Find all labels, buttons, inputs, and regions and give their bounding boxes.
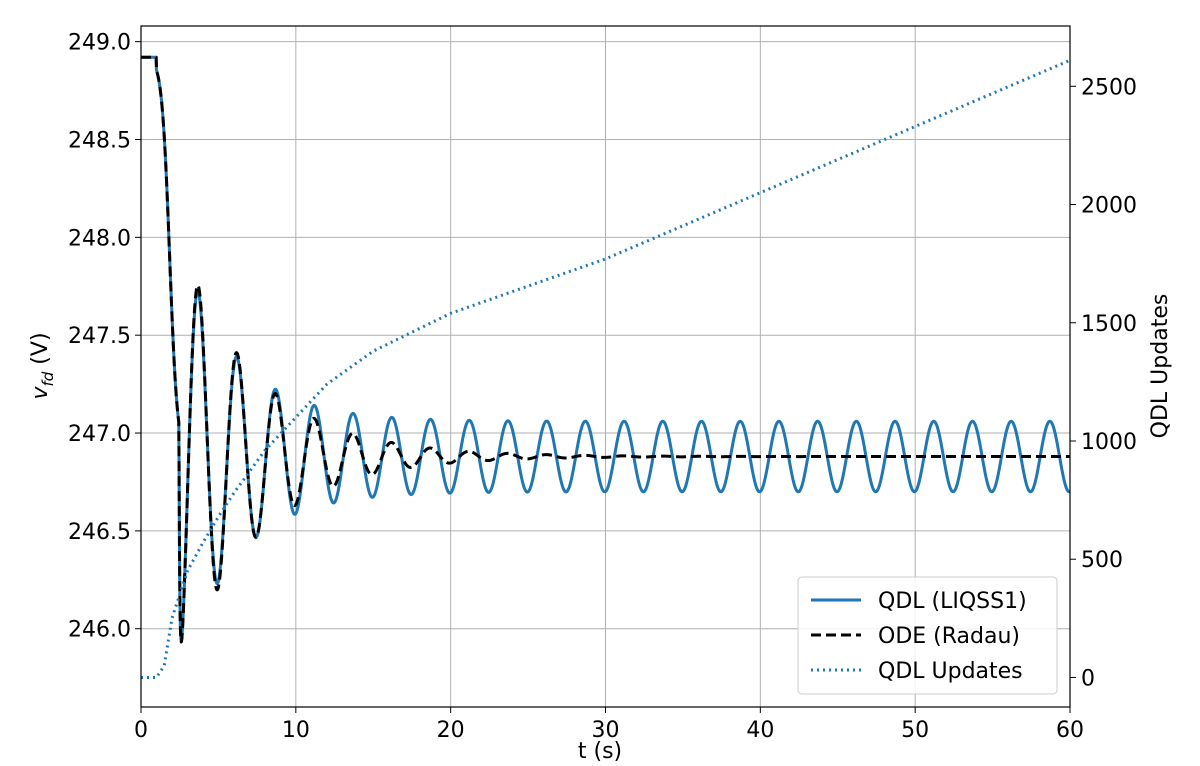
y2-tick-label: 1500 xyxy=(1081,312,1137,337)
y-tick-label: 247.5 xyxy=(68,324,131,349)
y-axis-left-label-main: v xyxy=(28,386,53,400)
y2-tick-label: 0 xyxy=(1081,666,1095,691)
series-line-qdl-liqss1 xyxy=(139,55,1072,643)
y-axis-left-label: vfd (V) xyxy=(28,332,57,399)
x-tick-label: 40 xyxy=(746,718,774,743)
y2-tick-label: 500 xyxy=(1081,548,1123,573)
x-axis: 0 10 20 30 40 50 60 xyxy=(134,707,1084,743)
x-tick-label: 10 xyxy=(282,718,310,743)
x-tick-label: 0 xyxy=(134,718,148,743)
y-tick-label: 247.0 xyxy=(68,422,131,447)
legend-box xyxy=(797,576,1058,695)
y-tick-label: 248.5 xyxy=(68,129,131,154)
x-tick-label: 30 xyxy=(592,718,620,743)
x-tick-label: 50 xyxy=(901,718,929,743)
grid xyxy=(140,26,1071,707)
y2-tick-label: 2000 xyxy=(1081,194,1137,219)
legend: QDL (LIQSS1) ODE (Radau) QDL Updates xyxy=(797,576,1058,695)
y-tick-label: 246.0 xyxy=(68,618,131,643)
y2-tick-label: 1000 xyxy=(1081,430,1137,455)
y-tick-label: 249.0 xyxy=(68,31,131,56)
y-tick-label: 246.5 xyxy=(68,520,131,545)
legend-label-ode-radau: ODE (Radau) xyxy=(878,624,1020,649)
legend-label-qdl-liqss1: QDL (LIQSS1) xyxy=(878,589,1027,614)
x-tick-label: 20 xyxy=(437,718,465,743)
y-axis-left-label-sub: fd xyxy=(39,371,57,386)
series-line-qdl-updates xyxy=(141,58,1071,679)
series-line-ode-radau xyxy=(139,55,1072,644)
legend-label-qdl-updates: QDL Updates xyxy=(878,659,1023,684)
x-tick-label: 60 xyxy=(1056,718,1084,743)
x-axis-label: t (s) xyxy=(578,739,622,764)
y-axis-left: 246.0 246.5 247.0 247.5 248.0 248.5 249.0 xyxy=(68,31,141,643)
y-axis-right: 0 500 1000 1500 2000 2500 xyxy=(1070,75,1137,691)
y2-tick-label: 2500 xyxy=(1081,75,1137,100)
series-layer xyxy=(139,55,1072,679)
y-tick-label: 248.0 xyxy=(68,226,131,251)
y-axis-right-label: QDL Updates xyxy=(1148,294,1173,439)
y-axis-left-label-unit: (V) xyxy=(28,332,53,371)
